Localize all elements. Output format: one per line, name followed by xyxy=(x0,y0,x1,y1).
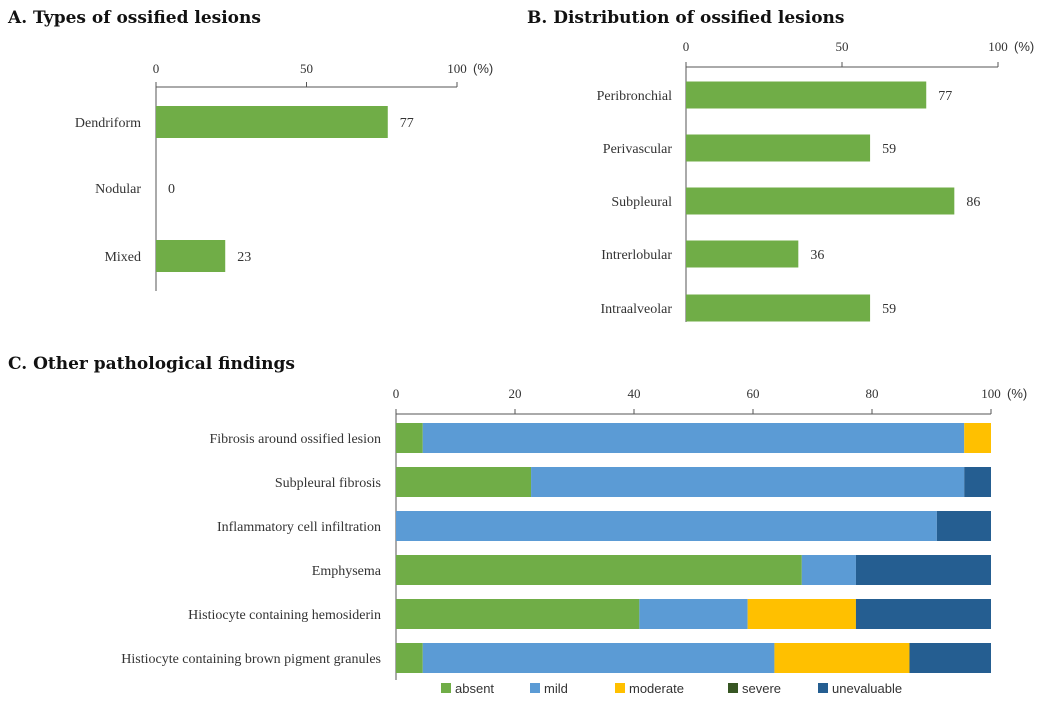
panel-c-category-label: Histiocyte containing brown pigment gran… xyxy=(121,652,381,667)
legend-swatch-moderate xyxy=(615,683,625,693)
panel-c-bar-segment-mild xyxy=(422,643,775,673)
panel-c-tick-label: 80 xyxy=(866,386,879,401)
panel-b-category-label: Intrerlobular xyxy=(601,248,672,263)
panel-a-title: A. Types of ossified lesions xyxy=(7,8,261,28)
panel-c-category-label: Emphysema xyxy=(312,564,382,579)
panel-c-bar-segment-moderate xyxy=(774,643,910,673)
panel-b-unit-label: (%) xyxy=(1014,39,1034,54)
legend-swatch-severe xyxy=(728,683,738,693)
legend-swatch-mild xyxy=(530,683,540,693)
panel-a-category-label: Nodular xyxy=(95,182,141,197)
panel-b-data-label: 77 xyxy=(938,89,952,104)
panel-b-tick-label: 50 xyxy=(836,39,849,54)
panel-c-bar-segment-absent xyxy=(396,423,423,453)
panel-c-tick-label: 20 xyxy=(509,386,522,401)
panel-c-category-label: Inflammatory cell infiltration xyxy=(217,520,381,535)
panel-c-bar-segment-absent xyxy=(396,643,423,673)
panel-b-title: B. Distribution of ossified lesions xyxy=(527,8,844,28)
panel-c-category-label: Histiocyte containing hemosiderin xyxy=(188,608,381,623)
panel-c-bar-segment-mild xyxy=(396,511,937,541)
panel-c-bar-segment-absent xyxy=(396,467,532,497)
legend-label-moderate: moderate xyxy=(629,681,684,696)
legend-label-absent: absent xyxy=(455,681,494,696)
panel-b-data-label: 86 xyxy=(966,195,980,210)
panel-a-data-label: 0 xyxy=(168,182,175,197)
panel-c-bar-segment-mild xyxy=(639,599,748,629)
panel-c-title: C. Other pathological findings xyxy=(8,354,295,374)
panel-b-tick-label: 100 xyxy=(988,39,1008,54)
panel-a-tick-label: 100 xyxy=(447,61,467,76)
panel-b-bar xyxy=(686,187,955,215)
panel-c-category-label: Fibrosis around ossified lesion xyxy=(210,432,382,447)
panel-b-data-label: 59 xyxy=(882,142,896,157)
panel-b-category-label: Intraalveolar xyxy=(600,302,672,317)
panel-b-category-label: Peribronchial xyxy=(597,89,673,104)
panel-c-bar-segment-unevaluable xyxy=(855,599,991,629)
panel-b-bar xyxy=(686,294,871,322)
panel-c-bar-segment-moderate xyxy=(964,423,991,453)
panel-b-tick-label: 0 xyxy=(683,39,690,54)
panel-b-data-label: 59 xyxy=(882,302,896,317)
panel-c-bar-segment-mild xyxy=(422,423,965,453)
panel-b-category-label: Subpleural xyxy=(611,195,672,210)
panel-c-tick-label: 60 xyxy=(747,386,760,401)
legend-swatch-unevaluable xyxy=(818,683,828,693)
panel-c-bar-segment-mild xyxy=(801,555,856,585)
panel-b-bar xyxy=(686,134,871,162)
panel-c-bar-segment-unevaluable xyxy=(855,555,991,585)
panel-a-data-label: 77 xyxy=(400,116,414,131)
panel-c-bar-segment-mild xyxy=(531,467,965,497)
panel-c-bar-segment-absent xyxy=(396,599,640,629)
panel-a-tick-label: 50 xyxy=(300,61,313,76)
panel-c-category-label: Subpleural fibrosis xyxy=(275,476,381,491)
panel-c-tick-label: 100 xyxy=(981,386,1001,401)
panel-b-bar xyxy=(686,240,799,268)
panel-c-unit-label: (%) xyxy=(1007,386,1027,401)
panel-a-data-label: 23 xyxy=(237,250,251,265)
panel-c-bar-segment-absent xyxy=(396,555,802,585)
legend-label-unevaluable: unevaluable xyxy=(832,681,902,696)
panel-c-bar-segment-unevaluable xyxy=(964,467,991,497)
panel-a-tick-label: 0 xyxy=(153,61,160,76)
panel-a-bar xyxy=(156,240,226,272)
panel-c-tick-label: 40 xyxy=(628,386,641,401)
panel-a-category-label: Dendriform xyxy=(75,116,141,131)
panel-c-bar-segment-moderate xyxy=(747,599,856,629)
legend-label-severe: severe xyxy=(742,681,781,696)
legend-label-mild: mild xyxy=(544,681,568,696)
panel-b-bar xyxy=(686,81,927,109)
panel-a-bar xyxy=(156,106,388,138)
panel-c-bar-segment-unevaluable xyxy=(909,643,991,673)
legend-swatch-absent xyxy=(441,683,451,693)
panel-c-tick-label: 0 xyxy=(393,386,400,401)
panel-b-category-label: Perivascular xyxy=(603,142,673,157)
panel-b-data-label: 36 xyxy=(810,248,824,263)
panel-a-category-label: Mixed xyxy=(104,250,141,265)
panel-a-unit-label: (%) xyxy=(473,61,493,76)
panel-c-bar-segment-unevaluable xyxy=(936,511,991,541)
